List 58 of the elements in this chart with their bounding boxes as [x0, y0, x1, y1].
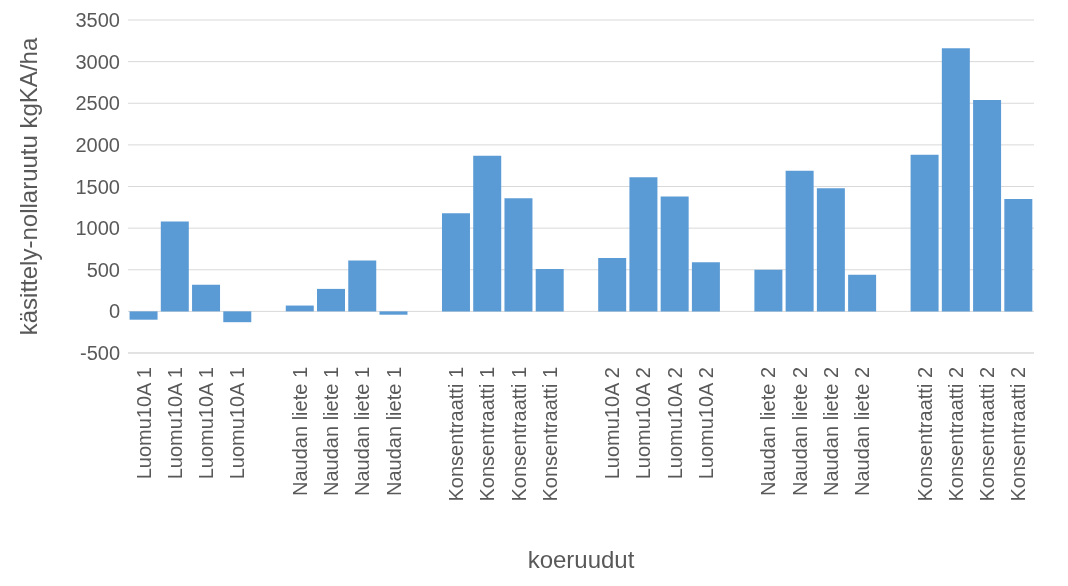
x-tick-label: Naudan liete 2: [788, 367, 811, 496]
bar: [473, 155, 502, 312]
x-tick-label: Konsentraatti 1: [538, 367, 561, 502]
y-tick-label: 0: [108, 300, 120, 323]
y-tick-label: 3000: [75, 50, 120, 73]
y-tick-label: 500: [86, 258, 120, 281]
bar: [691, 262, 720, 312]
x-tick-label: Konsentraatti 1: [476, 367, 499, 502]
bar: [129, 311, 158, 320]
x-tick-label: Luomu10A 1: [195, 367, 218, 480]
x-tick-label: Konsentraatti 2: [913, 367, 936, 502]
bar: [629, 177, 658, 312]
y-tick-label: 1500: [75, 175, 120, 198]
x-tick-label: Luomu10A 1: [132, 367, 155, 480]
bar: [379, 311, 408, 315]
bar: [910, 154, 939, 312]
bar: [223, 311, 252, 323]
x-axis-title: koeruudut: [527, 546, 635, 573]
bar: [192, 284, 221, 312]
x-tick-label: Konsentraatti 2: [976, 367, 999, 502]
y-tick-label: -500: [79, 342, 120, 365]
bar: [441, 213, 470, 312]
x-tick-label: Luomu10A 2: [601, 367, 624, 480]
y-tick-label: 2500: [75, 92, 120, 115]
bar: [816, 188, 845, 312]
x-tick-label: Naudan liete 2: [819, 367, 842, 496]
x-tick-label: Luomu10A 2: [632, 367, 655, 480]
x-tick-label: Luomu10A 1: [226, 367, 249, 480]
bar: [348, 260, 377, 312]
bar: [598, 258, 627, 312]
bar: [160, 221, 189, 312]
x-tick-label: Konsentraatti 2: [1007, 367, 1030, 502]
y-tick-label: 1000: [75, 217, 120, 240]
bar: [1004, 198, 1033, 312]
bar: [941, 48, 970, 312]
x-tick-label: Luomu10A 1: [163, 367, 186, 480]
bar: [754, 269, 783, 312]
x-tick-label: Luomu10A 2: [663, 367, 686, 480]
x-tick-label: Konsentraatti 2: [944, 367, 967, 502]
bar: [848, 274, 877, 312]
y-tick-label: 3500: [75, 9, 120, 32]
bar: [660, 196, 689, 312]
y-tick-label: 2000: [75, 133, 120, 156]
x-tick-label: Konsentraatti 1: [445, 367, 468, 502]
x-tick-label: Naudan liete 1: [288, 367, 311, 496]
x-tick-label: Luomu10A 2: [694, 367, 717, 480]
x-tick-label: Naudan liete 1: [320, 367, 343, 496]
bar: [504, 198, 533, 312]
bar: [317, 288, 346, 312]
x-tick-label: Naudan liete 1: [382, 367, 405, 496]
bar: [535, 268, 564, 312]
x-tick-label: Naudan liete 1: [351, 367, 374, 496]
bar: [973, 99, 1002, 312]
x-tick-label: Konsentraatti 1: [507, 367, 530, 502]
x-tick-label: Naudan liete 2: [757, 367, 780, 496]
x-tick-label: Naudan liete 2: [851, 367, 874, 496]
y-axis-title: käsittely-nollaruutu kgKA/ha: [14, 37, 42, 336]
bar: [785, 170, 814, 312]
